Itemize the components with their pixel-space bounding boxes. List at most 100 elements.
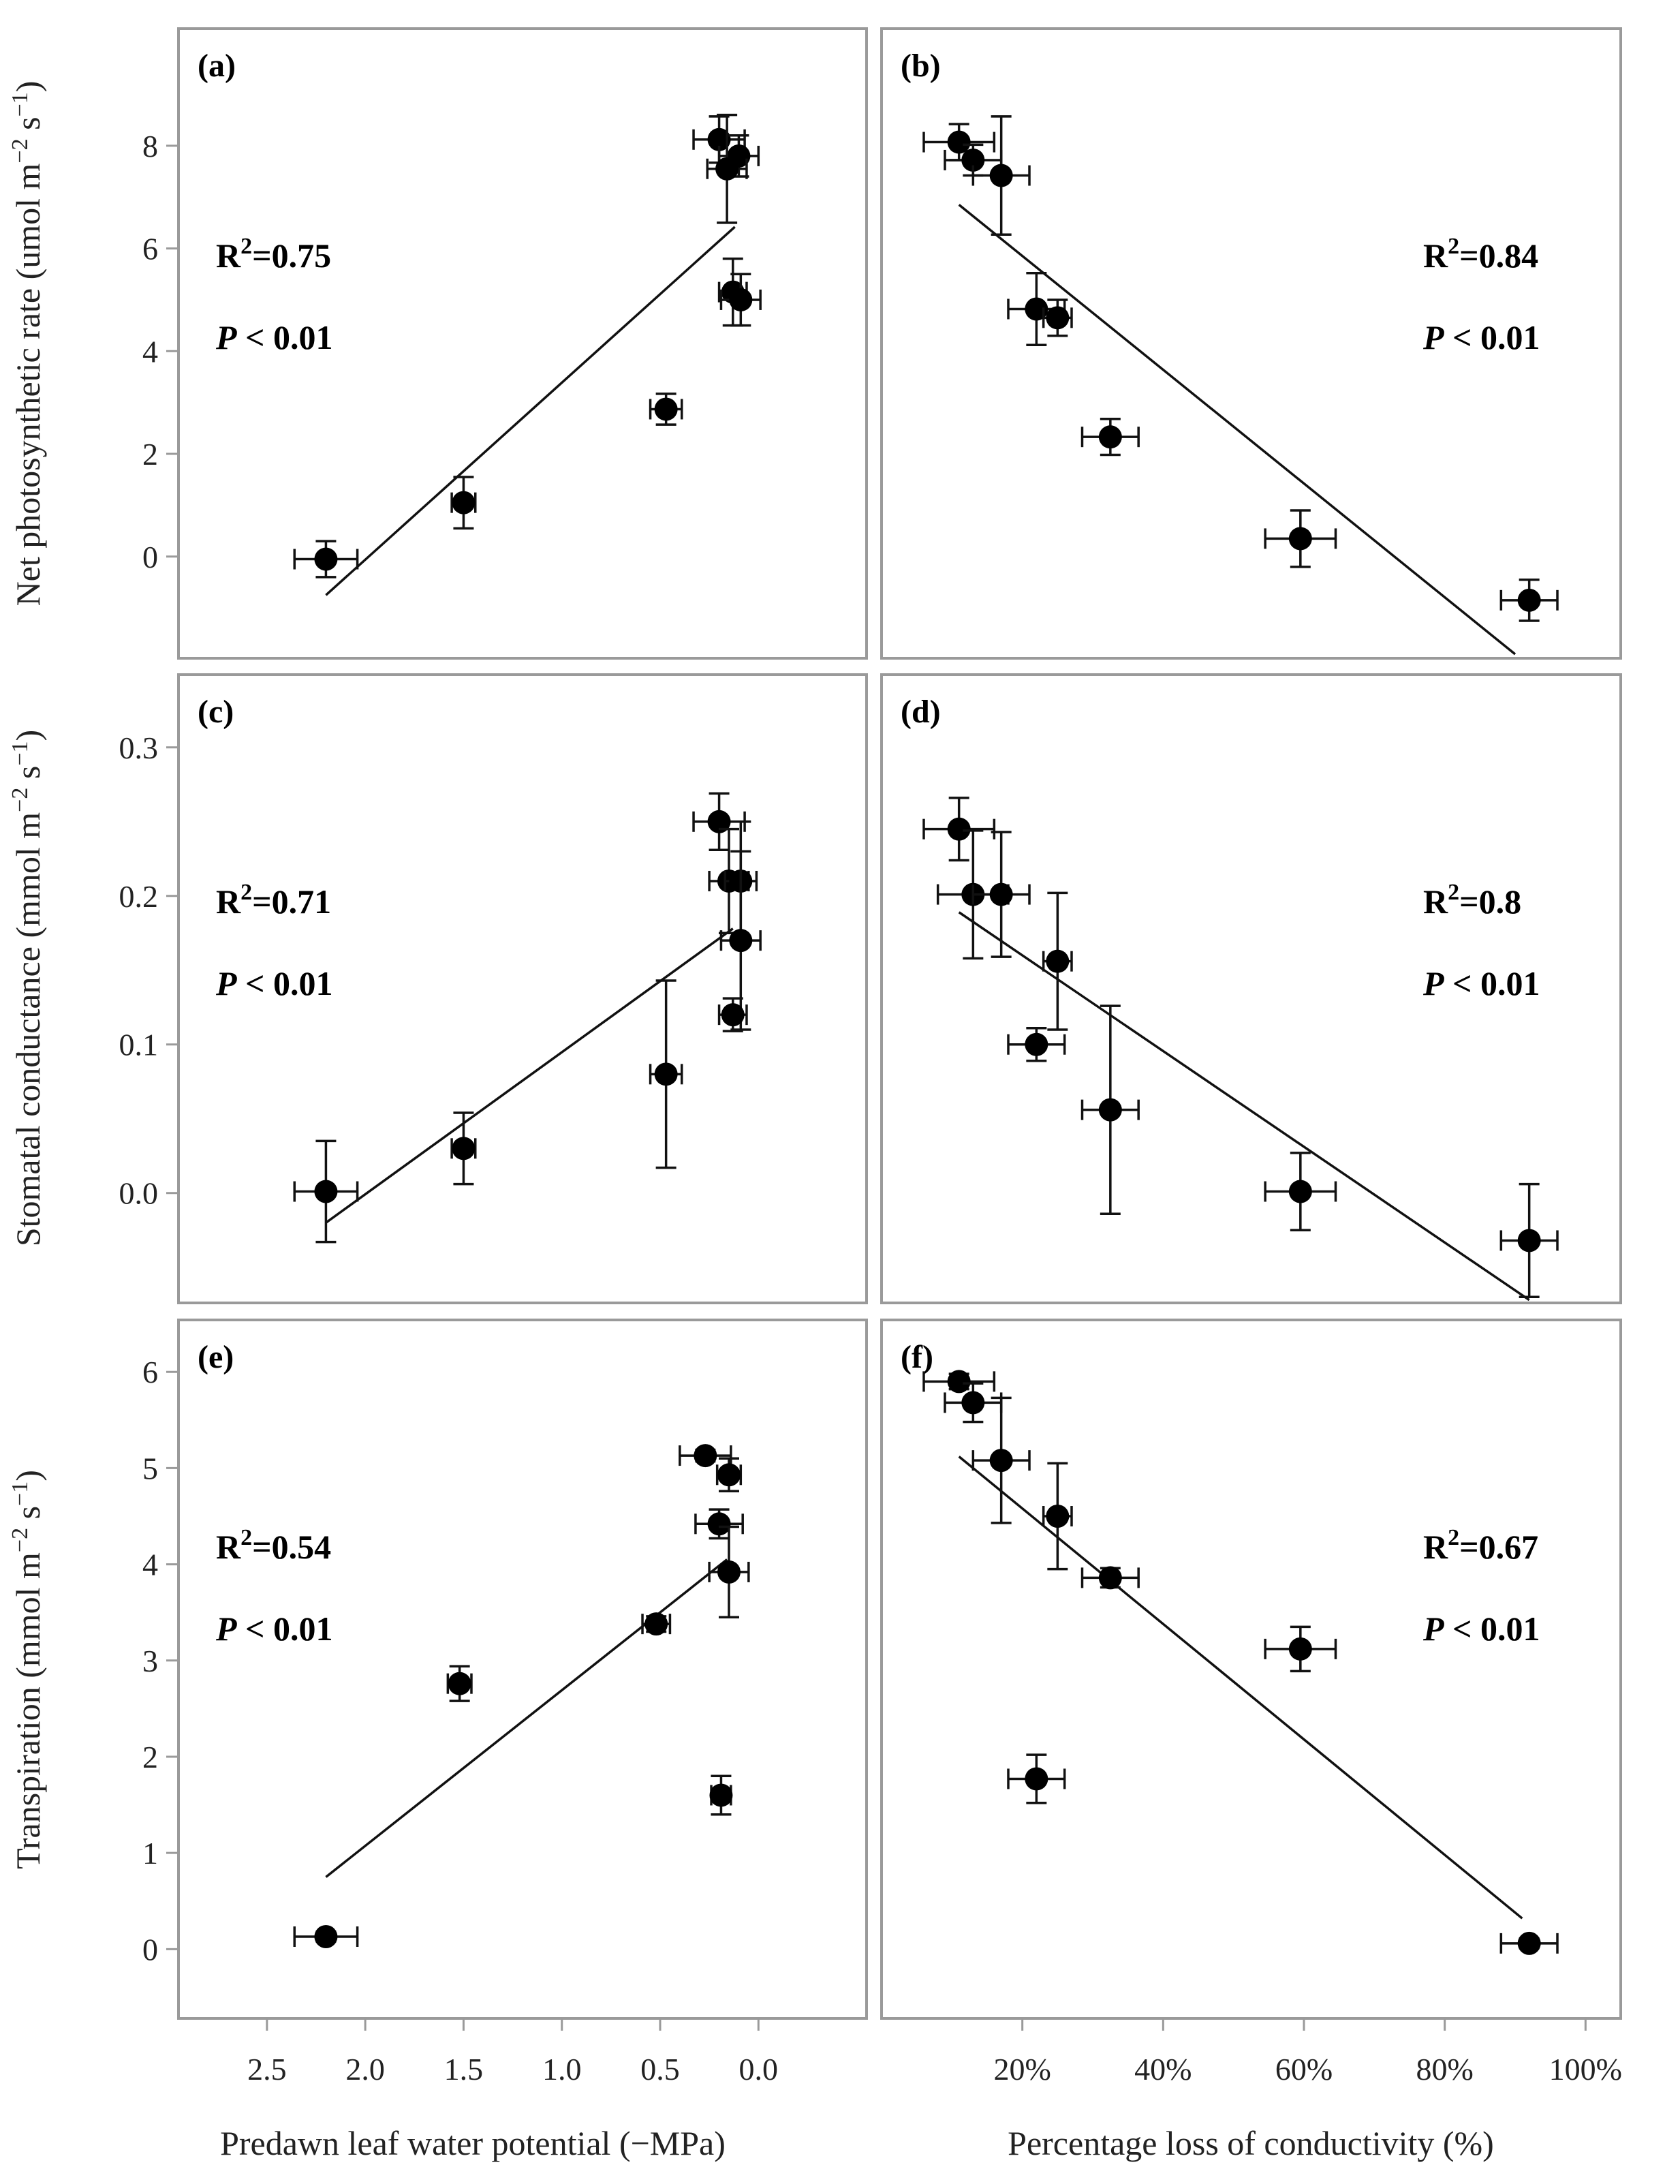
panel-frame: [880, 1319, 1622, 2020]
data-marker: [707, 127, 731, 151]
data-marker: [947, 130, 971, 154]
data-point: [922, 797, 996, 862]
data-marker: [1098, 425, 1122, 449]
regression-line: [958, 911, 1530, 1302]
data-marker: [947, 817, 971, 841]
y-tick-label: 3: [142, 1644, 158, 1678]
data-marker: [452, 491, 476, 514]
y-tick-label: 4: [142, 1548, 158, 1582]
data-point: [649, 979, 683, 1169]
data-point: [1042, 891, 1073, 1031]
data-point: [649, 393, 683, 426]
regression-line: [325, 226, 736, 596]
panel-frame: [880, 27, 1622, 660]
data-marker: [709, 1783, 733, 1807]
data-point: [708, 1525, 750, 1619]
panel-label: (f): [901, 1339, 933, 1375]
data-marker: [448, 1672, 471, 1695]
data-marker: [729, 288, 753, 311]
x-tick-label: 40%: [1134, 2052, 1192, 2087]
data-point: [1499, 1182, 1559, 1299]
regression-line: [325, 927, 734, 1224]
data-marker: [715, 157, 739, 181]
data-marker: [1288, 1180, 1312, 1203]
data-point: [944, 1382, 1003, 1424]
data-marker: [314, 1924, 338, 1948]
x-tick-label: 0.0: [739, 2052, 779, 2087]
y-axis-title: Stomatal conductance (mmol m−2 s−1): [7, 730, 47, 1246]
y-tick-label: 0: [142, 1932, 158, 1967]
y-tick-label: 0.0: [119, 1176, 159, 1211]
data-marker: [717, 1463, 741, 1487]
data-marker: [1098, 1098, 1122, 1122]
data-marker: [1025, 1767, 1048, 1791]
data-point: [717, 997, 748, 1032]
data-point: [694, 1508, 744, 1540]
x-tick-label: 2.5: [247, 2052, 287, 2087]
data-point: [1007, 1753, 1066, 1804]
y-tick-label: 1: [142, 1836, 158, 1871]
r-squared-label: R2=0.54: [216, 1525, 331, 1566]
data-point: [1264, 509, 1337, 568]
data-point: [1264, 1625, 1337, 1673]
x-axis-title: Percentage loss of conductivity (%): [1008, 2124, 1494, 2162]
data-point: [1264, 1152, 1337, 1231]
data-point: [1007, 1027, 1066, 1062]
data-point: [1080, 1004, 1140, 1215]
data-marker: [961, 148, 985, 172]
x-tick-label: 0.5: [640, 2052, 680, 2087]
panel-frame: [880, 673, 1622, 1304]
y-tick-label: 0.3: [119, 730, 159, 765]
panel-label: (c): [198, 694, 234, 730]
panel-label: (e): [198, 1339, 234, 1375]
data-marker: [947, 1370, 971, 1394]
y-tick-label: 4: [142, 334, 158, 369]
panel-frame: [177, 27, 868, 660]
data-marker: [1025, 1032, 1048, 1056]
panel-frame: [177, 1319, 868, 2020]
data-point: [706, 113, 748, 224]
data-point: [293, 1139, 359, 1244]
y-tick-label: 6: [142, 1355, 158, 1389]
data-point: [1080, 418, 1140, 457]
panel-label: (a): [198, 48, 236, 84]
y-tick-label: 2: [142, 437, 158, 472]
y-tick-label: 6: [142, 232, 158, 266]
y-tick-label: 0.2: [119, 879, 159, 914]
data-marker: [694, 1444, 717, 1468]
p-value-label: P < 0.01: [215, 1610, 333, 1648]
data-marker: [1288, 1637, 1312, 1661]
panel-e: (e) 0 1 2 3 4 5 6 2.5 2.0 1.5 1.0 0.5 0.0 R2=0.54 P < 0…: [142, 1319, 868, 2087]
x-tick-label: 100%: [1549, 2052, 1622, 2087]
r-squared-label: R2=0.8: [1423, 880, 1521, 921]
data-point: [1042, 1462, 1073, 1571]
p-value-label: P < 0.01: [1422, 1610, 1540, 1648]
data-point: [715, 1457, 743, 1493]
data-marker: [717, 1560, 741, 1584]
data-marker: [452, 1137, 476, 1160]
x-tick-label: 20%: [994, 2052, 1051, 2087]
data-marker: [1288, 527, 1312, 551]
data-point: [293, 540, 359, 579]
data-point: [679, 1444, 732, 1468]
panel-c: (c) 0.0 0.1 0.2 0.3 R2=0.71 P < 0.01: [119, 673, 868, 1304]
panel-f: (f) 20% 40% 60% 80% 100% R2=0.67 P < 0.01: [880, 1319, 1622, 2087]
p-value-label: P < 0.01: [1422, 318, 1540, 356]
data-point: [1042, 298, 1073, 337]
data-marker: [989, 1449, 1013, 1473]
data-marker: [1025, 297, 1048, 321]
data-marker: [1098, 1566, 1122, 1590]
data-marker: [644, 1612, 668, 1636]
panel-a: (a) 0 2 4 6 8 R2=0.75 P < 0.01: [142, 27, 868, 660]
panel-b: (b) R2=0.84 P < 0.01: [880, 27, 1622, 660]
data-marker: [654, 397, 678, 421]
data-point: [1499, 578, 1559, 622]
regression-line: [958, 204, 1516, 656]
y-tick-label: 8: [142, 129, 158, 164]
p-value-label: P < 0.01: [1422, 964, 1540, 1002]
regression-line: [958, 1456, 1523, 1920]
x-tick-label: 1.0: [542, 2052, 582, 2087]
data-marker: [314, 1180, 338, 1203]
data-point: [450, 476, 477, 530]
data-point: [450, 1111, 477, 1186]
